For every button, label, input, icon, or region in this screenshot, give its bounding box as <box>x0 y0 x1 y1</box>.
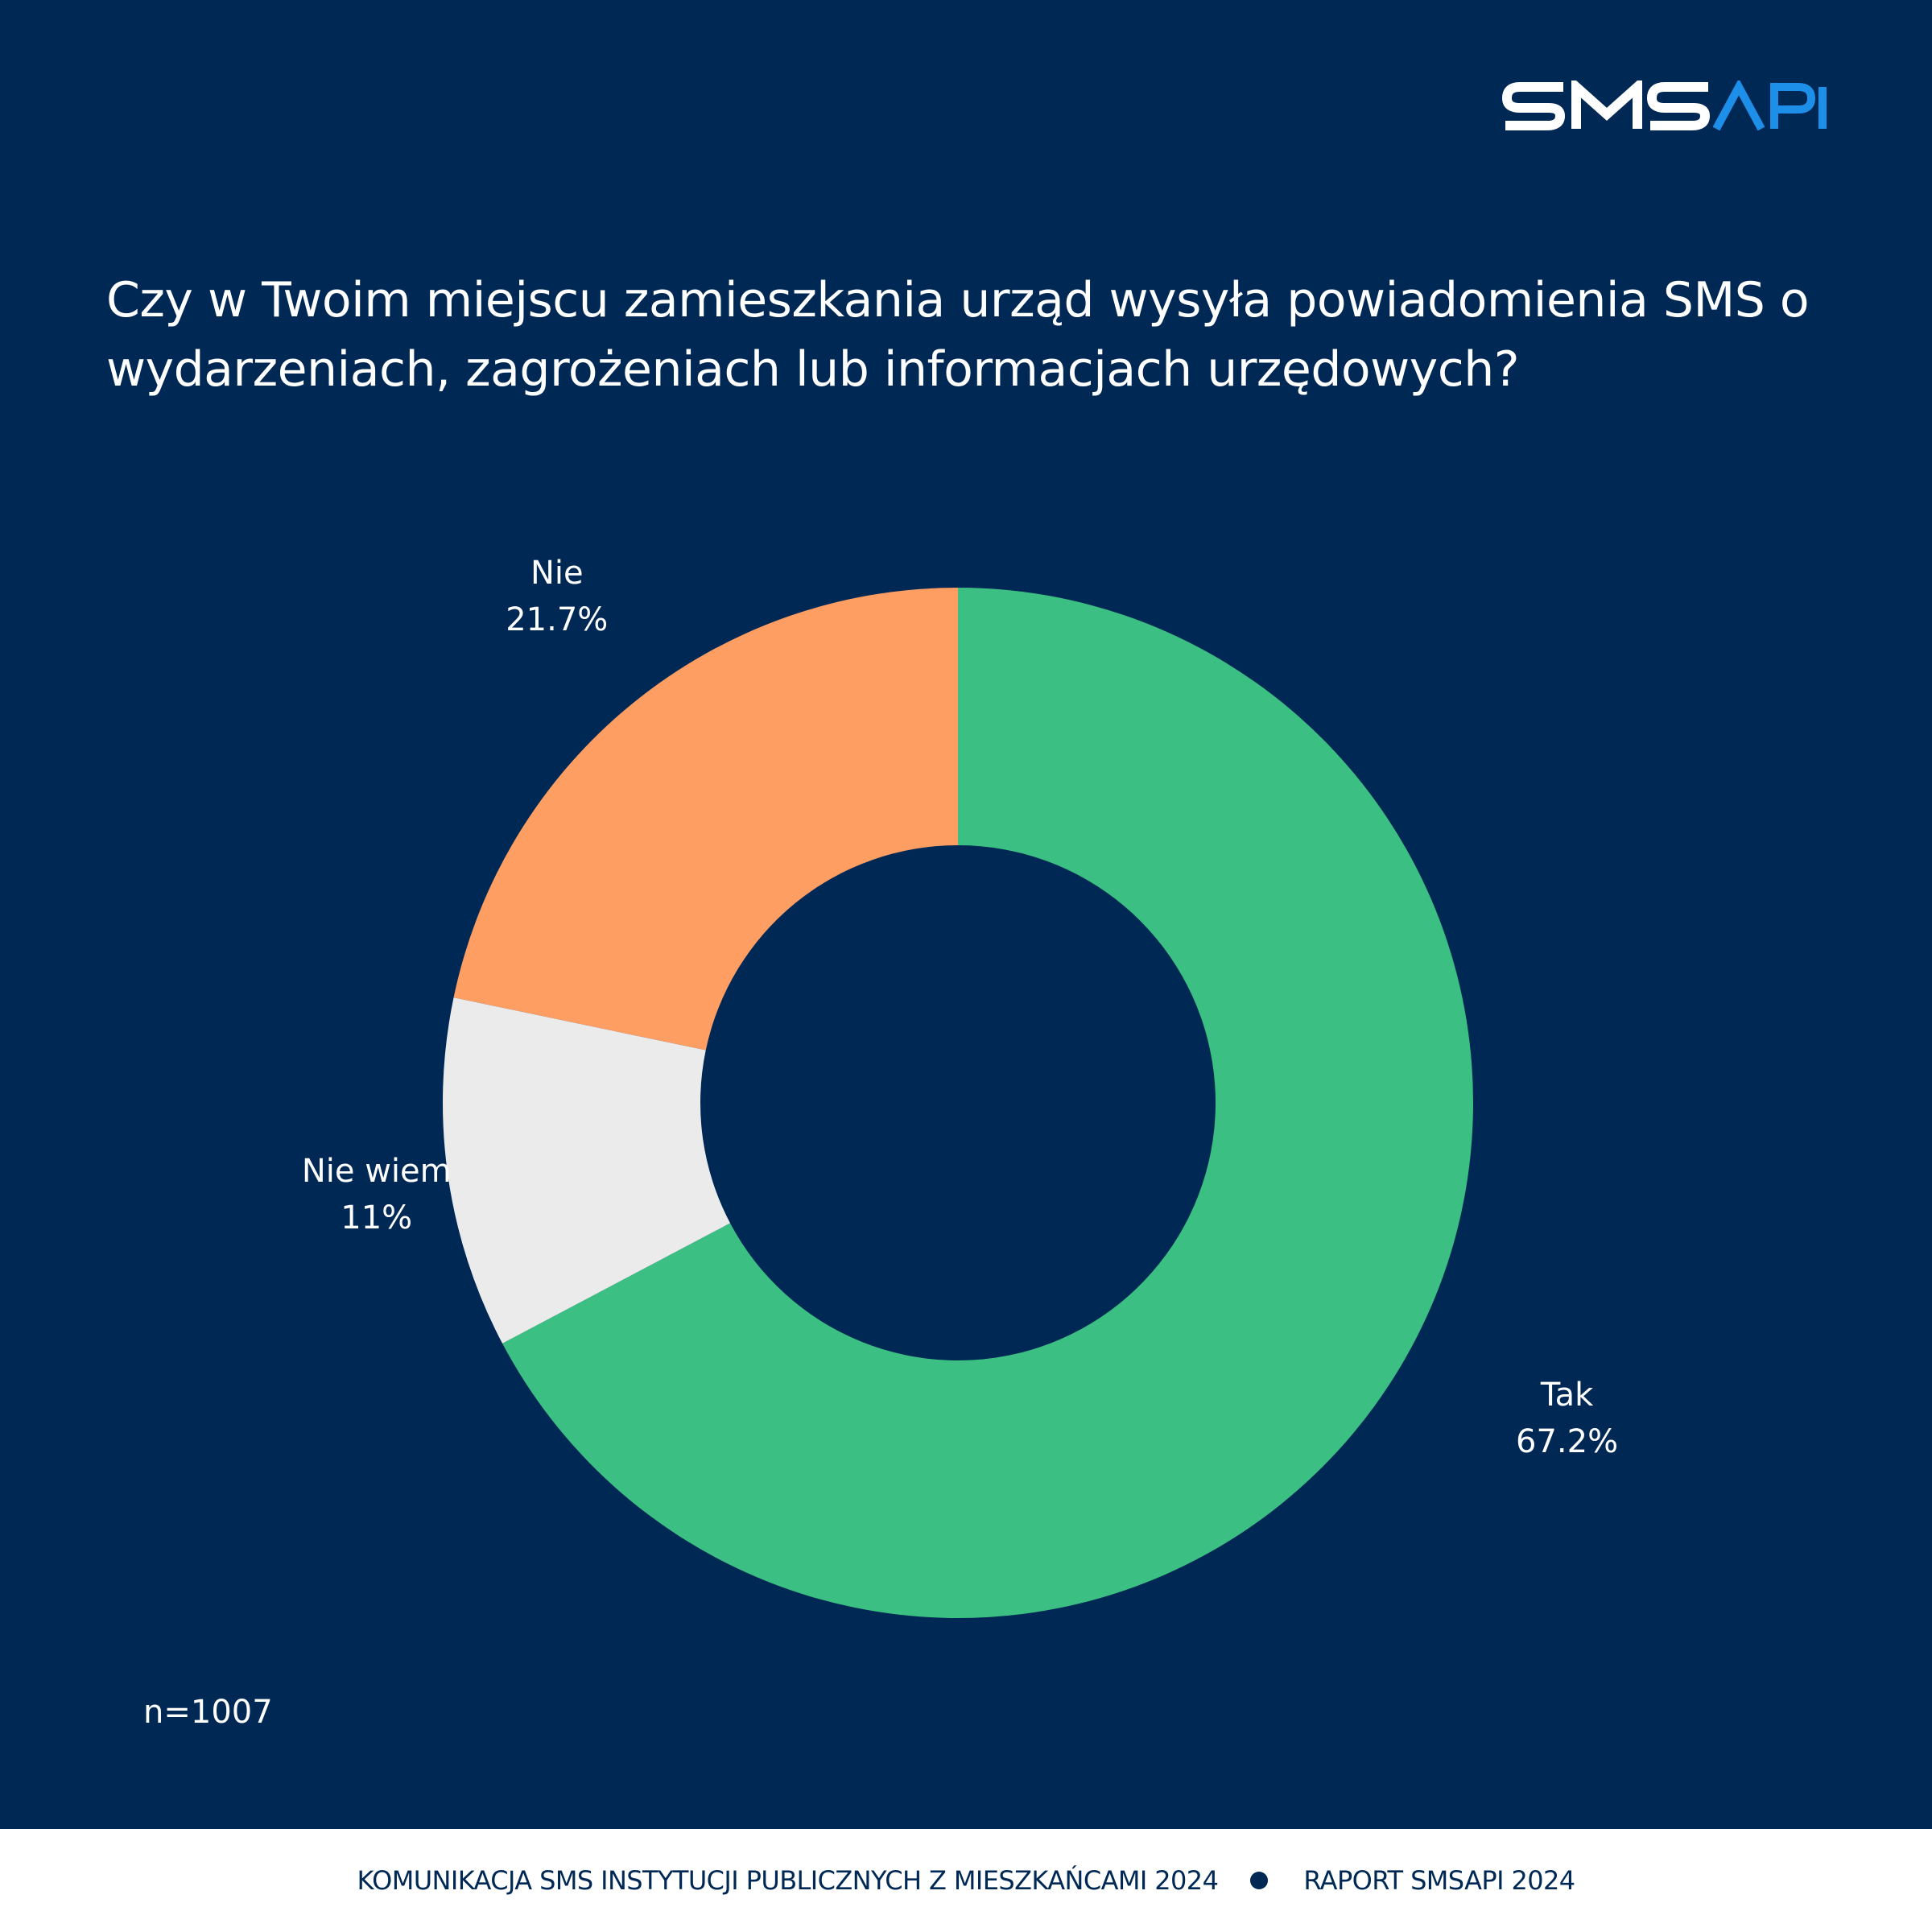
slice-label-nie-wiem: Nie wiem 11% <box>302 1153 452 1236</box>
footer-report-title: KOMUNIKACJA SMS INSTYTUCJI PUBLICZNYCH Z… <box>357 1865 1219 1896</box>
slice-nie-wiem <box>443 997 731 1344</box>
footer-report-name: RAPORT SMSAPI 2024 <box>1303 1865 1575 1896</box>
slice-label-nie: Nie 21.7% <box>506 555 608 638</box>
slice-nie <box>453 588 958 1051</box>
donut-chart: Tak 67.2% Nie wiem 11% Nie 21.7% <box>302 555 1618 1618</box>
slice-label-tak: Tak 67.2% <box>1516 1377 1618 1460</box>
report-panel: Czy w Twoim miejscu zamieszkania urząd w… <box>0 0 1932 1829</box>
footer: KOMUNIKACJA SMS INSTYTUCJI PUBLICZNYCH Z… <box>0 1829 1932 1932</box>
question-title: Czy w Twoim miejscu zamieszkania urząd w… <box>106 272 1810 398</box>
smsapi-logo <box>1502 80 1827 131</box>
slice-tak <box>502 588 1473 1618</box>
footer-separator-dot <box>1250 1872 1269 1889</box>
sample-size: n=1007 <box>143 1694 273 1731</box>
